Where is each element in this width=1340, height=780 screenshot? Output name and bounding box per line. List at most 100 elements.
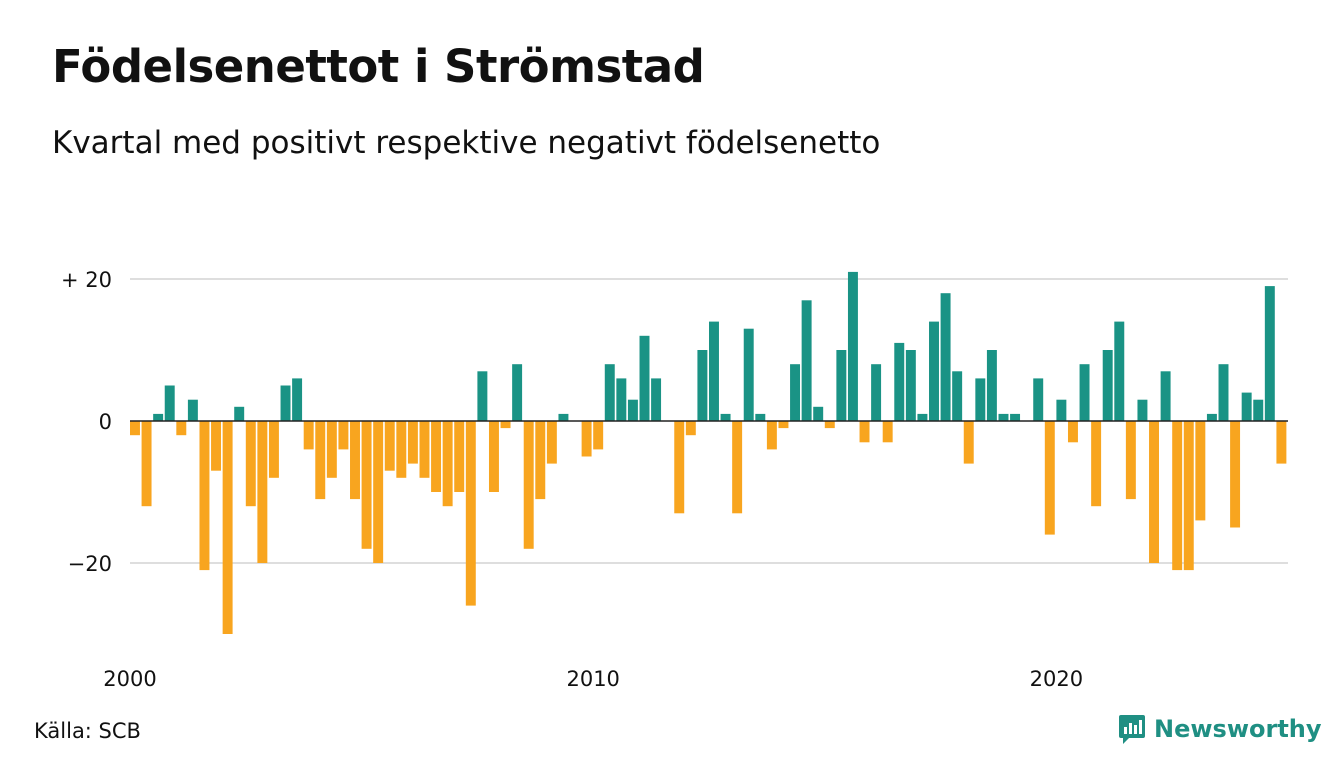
chart-title: Födelsenettot i Strömstad <box>52 40 705 93</box>
bar-chart: + 20 0 −20 2000 2010 2020 <box>61 268 1288 691</box>
bar <box>1253 399 1264 421</box>
bar <box>778 421 789 429</box>
bar <box>1149 421 1159 563</box>
bar <box>1114 321 1125 421</box>
bar <box>905 350 916 421</box>
bar <box>674 421 685 514</box>
bar <box>130 421 140 436</box>
bar <box>211 421 222 471</box>
bar <box>1056 399 1067 421</box>
bar <box>743 328 754 421</box>
bar <box>234 406 245 421</box>
bar <box>581 421 592 457</box>
brand-logo[interactable]: Newsworthy <box>1118 713 1322 745</box>
bar <box>824 421 835 429</box>
bar <box>790 364 801 421</box>
bar <box>1183 421 1194 571</box>
bar <box>1010 413 1021 421</box>
bar <box>1218 364 1229 421</box>
chart-subtitle: Kvartal med positivt respektive negativt… <box>52 125 881 161</box>
bar <box>1206 413 1217 421</box>
y-tick-label: 0 <box>99 410 112 434</box>
bar <box>245 421 256 507</box>
bar <box>1172 421 1183 571</box>
bar <box>1091 421 1102 507</box>
bar <box>558 413 569 421</box>
bar <box>755 413 766 421</box>
bar <box>1067 421 1078 443</box>
bar <box>199 421 210 571</box>
bar <box>1125 421 1136 500</box>
bar <box>685 421 696 436</box>
bar <box>164 385 175 421</box>
bar <box>697 350 708 421</box>
bar <box>766 421 777 450</box>
bar <box>419 421 430 478</box>
bar <box>651 378 662 421</box>
bar <box>986 350 997 421</box>
bar <box>1137 399 1148 421</box>
bar <box>1079 364 1090 421</box>
bar <box>338 421 349 450</box>
bar <box>546 421 557 464</box>
bar <box>917 413 928 421</box>
bar <box>801 300 812 421</box>
bar <box>604 364 615 421</box>
bar <box>523 421 534 549</box>
bar <box>396 421 407 478</box>
bar <box>720 413 731 421</box>
bar <box>882 421 893 443</box>
bar <box>384 421 395 471</box>
bar <box>488 421 499 492</box>
bar <box>952 371 963 421</box>
bar-chart-bubble-icon <box>1119 715 1145 744</box>
bar <box>929 321 939 421</box>
bar <box>894 342 905 421</box>
bar <box>627 399 638 421</box>
bar <box>373 421 384 563</box>
bar <box>350 421 360 500</box>
bars <box>130 271 1287 634</box>
axes: + 20 0 −20 2000 2010 2020 <box>61 268 1288 691</box>
bar <box>442 421 453 507</box>
bar <box>1102 350 1113 421</box>
brand-name: Newsworthy <box>1154 715 1322 743</box>
bar <box>813 406 824 421</box>
bar <box>1230 421 1241 528</box>
bar <box>268 421 279 478</box>
x-tick-label: 2010 <box>566 667 619 691</box>
bar <box>187 399 198 421</box>
x-tick-label: 2020 <box>1030 667 1083 691</box>
y-tick-label: + 20 <box>61 268 112 292</box>
bar <box>1160 371 1171 421</box>
bar <box>407 421 418 464</box>
bar <box>176 421 187 436</box>
bar <box>361 421 372 549</box>
bar <box>303 421 314 450</box>
bar <box>847 271 858 421</box>
bar <box>222 421 233 634</box>
bar <box>326 421 337 478</box>
bar <box>859 421 870 443</box>
bar <box>500 421 511 429</box>
gridlines <box>130 278 1288 564</box>
bar <box>454 421 465 492</box>
bar <box>1195 421 1206 521</box>
bar <box>732 421 743 514</box>
bar <box>940 293 951 421</box>
bar <box>477 371 488 421</box>
bar <box>315 421 326 500</box>
bar <box>975 378 986 421</box>
y-tick-label: −20 <box>68 552 112 576</box>
x-tick-label: 2000 <box>103 667 156 691</box>
bar <box>280 385 291 421</box>
bar <box>836 350 847 421</box>
bar <box>153 413 164 421</box>
bar <box>709 321 719 421</box>
bar <box>292 378 303 421</box>
bar <box>1033 378 1044 421</box>
source-note: Källa: SCB <box>34 719 141 743</box>
bar <box>141 421 152 507</box>
bar <box>998 413 1009 421</box>
bar <box>593 421 604 450</box>
